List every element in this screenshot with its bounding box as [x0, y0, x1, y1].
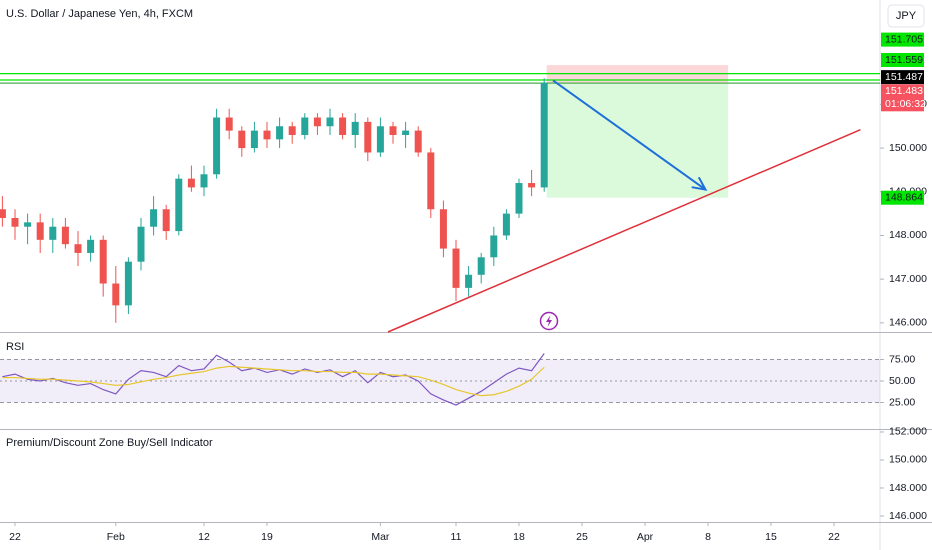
candle-body [276, 126, 284, 140]
y-tick-label: 147.000 [889, 273, 927, 285]
candle-body [49, 226, 57, 240]
candle-body [238, 130, 246, 149]
x-tick-label: 11 [451, 531, 462, 543]
candle-body [364, 121, 372, 153]
candle-body [213, 117, 221, 175]
countdown: 01:06:32 [885, 98, 926, 110]
candle-body [250, 130, 258, 149]
candle-body [200, 174, 208, 188]
rsi-title: RSI [6, 341, 24, 353]
candle-body [137, 226, 145, 262]
rsi-line [2, 365, 545, 397]
chart-title: U.S. Dollar / Japanese Yen, 4h, FXCM [6, 8, 193, 20]
candle-body [162, 209, 170, 232]
x-tick-label: Feb [107, 531, 125, 543]
candle-body [376, 126, 384, 153]
candle-body [61, 226, 69, 245]
candle-body [24, 222, 32, 227]
last-price-bg [881, 84, 924, 112]
x-tick-label: Mar [371, 531, 390, 543]
y-tick-label: 146.000 [889, 317, 927, 329]
candle-body [427, 152, 435, 210]
rsi-line [2, 353, 545, 406]
x-tick-label: 8 [705, 531, 711, 543]
alert-bolt[interactable] [546, 315, 552, 327]
candle-body [187, 178, 195, 188]
candle-body [389, 126, 397, 135]
candle-body [439, 209, 447, 249]
candle-body [313, 117, 321, 127]
x-tick-label: 18 [513, 531, 525, 543]
candle-body [301, 117, 309, 135]
candle-body [11, 217, 19, 227]
candle-body [540, 82, 548, 188]
arrow-line [552, 79, 707, 191]
y-tick-label: 150.000 [889, 454, 927, 466]
candle-body [414, 130, 422, 153]
y-tick-label: 148.000 [889, 482, 927, 494]
candle-body [0, 209, 6, 218]
candle-body [465, 274, 473, 288]
x-tick-label: 12 [198, 531, 210, 543]
currency-label[interactable]: JPY [896, 10, 917, 22]
candle-body [402, 130, 410, 135]
candle-body [339, 117, 347, 135]
y-tick-label: 75.00 [889, 353, 915, 365]
candle-body [150, 209, 158, 227]
level-price-bg [881, 32, 924, 47]
marks [0, 65, 880, 406]
x-tick-label: 19 [261, 531, 273, 543]
candle-body [528, 183, 536, 188]
candle-body [87, 239, 95, 253]
y-tick-label: 50.00 [889, 375, 915, 387]
x-tick-label: 22 [9, 531, 21, 543]
target-price: 148.864 [885, 191, 923, 203]
y-tick-label: 150.000 [889, 142, 927, 154]
candle-body [502, 213, 510, 236]
x-tick-label: 15 [765, 531, 777, 543]
level-price-bg [881, 70, 924, 85]
candle-body [288, 126, 296, 135]
candle-body [263, 130, 271, 140]
target-price-bg [881, 190, 924, 205]
level-price-bg [881, 52, 924, 67]
candle-body [225, 117, 233, 131]
last-price: 151.483 [885, 85, 923, 97]
candle-body [515, 183, 523, 214]
arrow-head [691, 176, 708, 191]
candle-body [477, 257, 485, 275]
indicator-title: Premium/Discount Zone Buy/Sell Indicator [6, 437, 213, 449]
trendline [387, 129, 861, 333]
candle-body [175, 178, 183, 232]
level-price: 151.487 [885, 71, 923, 83]
y-tick-label: 25.00 [889, 396, 915, 408]
candle-body [452, 248, 460, 288]
x-tick-label: Apr [637, 531, 654, 543]
y-tick-label: 146.000 [889, 510, 927, 522]
candle-body [490, 235, 498, 258]
y-tick-label: 148.000 [889, 229, 927, 241]
alert-icon[interactable] [539, 311, 559, 331]
level-price: 151.705 [885, 33, 923, 45]
candle-body [326, 117, 334, 127]
y-tick-label: 152.000 [889, 426, 927, 438]
candle-body [124, 261, 132, 306]
level-price: 151.559 [885, 54, 923, 66]
candle-body [351, 121, 359, 135]
currency-button[interactable] [887, 4, 925, 28]
candle-body [112, 283, 120, 306]
candle-body [99, 239, 107, 284]
x-tick-label: 25 [576, 531, 588, 543]
candle-body [74, 244, 82, 253]
candle-body [36, 222, 44, 240]
x-tick-label: 22 [828, 531, 840, 543]
